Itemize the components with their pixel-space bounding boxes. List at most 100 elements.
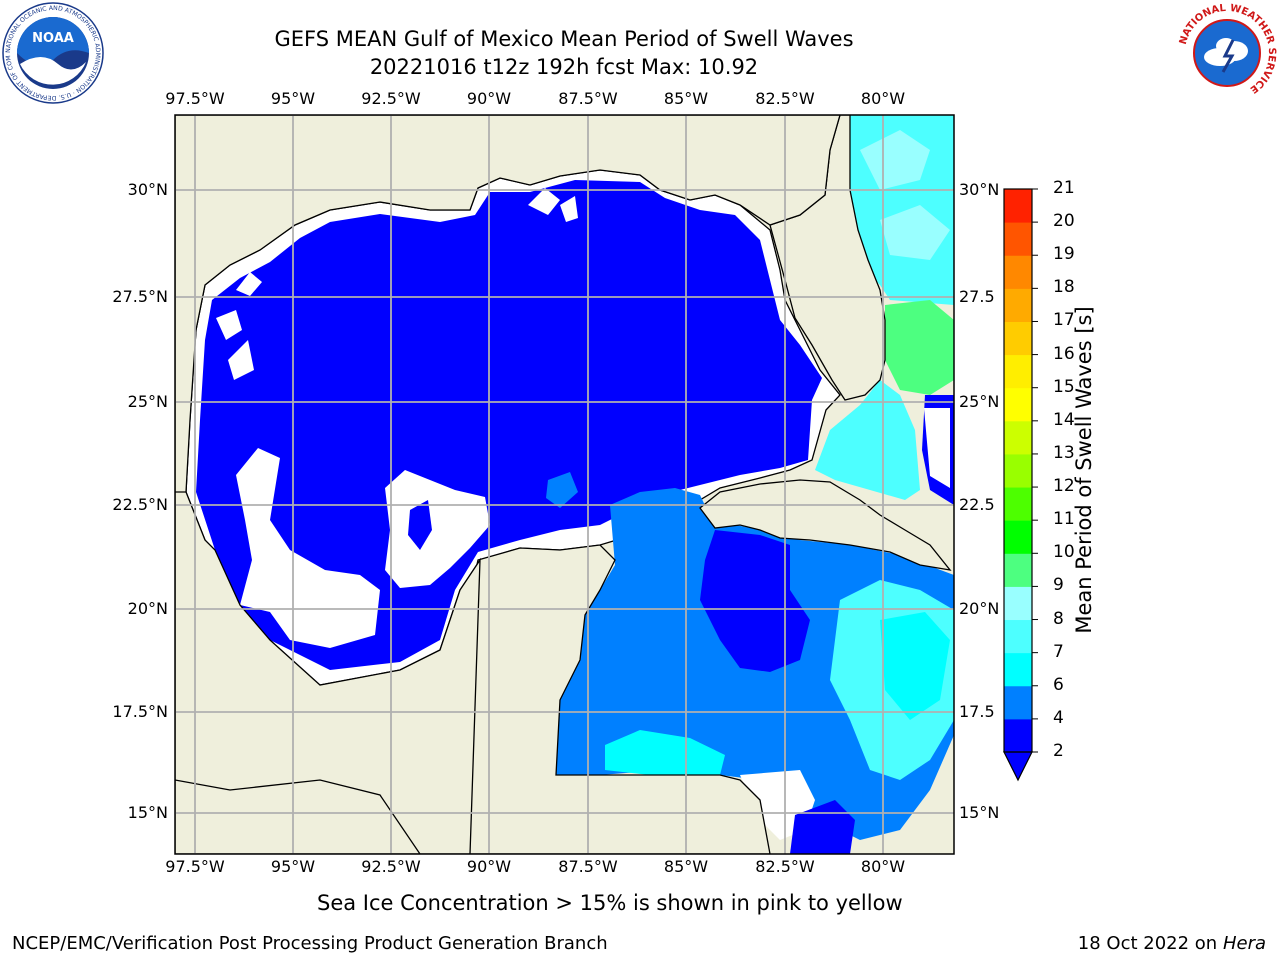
lon-label-top: 87.5°W: [558, 89, 618, 108]
lat-label-left: 17.5°N: [112, 702, 168, 721]
lat-label-right: 27.5: [959, 287, 995, 306]
lon-label-top: 80°W: [860, 89, 906, 108]
colorbar-tick-label: 17: [1053, 310, 1075, 331]
graticule: [175, 115, 954, 854]
gulf-hole-north: [528, 188, 578, 222]
colorbar-tick-label: 4: [1053, 707, 1064, 728]
lon-label-bottom: 87.5°W: [558, 857, 618, 876]
colorbar-tick-label: 9: [1053, 575, 1064, 596]
colorbar-cell: [1004, 487, 1032, 521]
footer-machine: Hera: [1222, 933, 1266, 954]
colorbar-frame: [1003, 188, 1033, 753]
colorbar-cell: [1004, 321, 1032, 356]
lon-label-bottom: 92.5°W: [361, 857, 421, 876]
us-gulf-coast: [175, 115, 841, 493]
colorbar-tick-label: 16: [1053, 343, 1075, 364]
lon-label-bottom: 97.5°W: [165, 857, 225, 876]
colorbar-tick-label: 6: [1053, 674, 1064, 695]
bahamas-white: [924, 408, 950, 488]
colorbar-tick-label: 19: [1053, 244, 1075, 265]
colorbar-cell: [1004, 652, 1032, 687]
lon-label-bottom: 82.5°W: [755, 857, 815, 876]
lat-label-left: 20°N: [127, 599, 168, 618]
footer-credit: NCEP/EMC/Verification Post Processing Pr…: [12, 933, 608, 954]
colorbar-tick-label: 14: [1053, 409, 1075, 430]
colorbar-cell: [1004, 288, 1032, 322]
colorbar-label: Mean Period of Swell Waves [s]: [1072, 306, 1096, 634]
title-line-1: GEFS MEAN Gulf of Mexico Mean Period of …: [274, 27, 854, 51]
colorbar-cell: [1004, 520, 1032, 554]
colorbar-cell: [1004, 685, 1032, 720]
footer-date: 18 Oct 2022 on Hera: [1078, 933, 1266, 954]
lon-label-bottom: 85°W: [663, 857, 709, 876]
colorbar-extend-arrow: [1003, 751, 1033, 782]
footer-date-text: 18 Oct 2022 on: [1077, 933, 1223, 954]
lat-label-left: 25°N: [127, 392, 168, 411]
lon-label-bottom: 80°W: [860, 857, 906, 876]
colorbar-ticks: [1032, 188, 1038, 753]
colorbar-tick-label: 7: [1053, 641, 1064, 662]
colorbar-tick-label: 15: [1053, 376, 1075, 397]
colorbar-cell: [1004, 189, 1032, 223]
caribbean-cyan-south: [605, 730, 725, 775]
lat-label-right: 15°N: [959, 803, 1000, 822]
noaa-center-text: NOAA: [32, 31, 74, 46]
colorbar-tick-label: 11: [1053, 509, 1075, 530]
lon-label-top: 95°W: [270, 89, 316, 108]
lat-label-left: 30°N: [127, 180, 168, 199]
gulf-swell-2s: [196, 180, 822, 670]
colorbar-cell: [1004, 718, 1032, 753]
lon-label-bottom: 90°W: [466, 857, 512, 876]
lon-label-top: 82.5°W: [755, 89, 815, 108]
mexico-coast-west: [175, 115, 481, 854]
colorbar-cell: [1004, 420, 1032, 455]
lon-label-top: 97.5°W: [165, 89, 225, 108]
lat-label-left: 15°N: [127, 803, 168, 822]
colorbar-cell: [1004, 354, 1032, 389]
colorbar-tick-label: 20: [1053, 211, 1075, 232]
florida-straits-field: [815, 380, 920, 500]
colorbar-tick-label: 21: [1053, 178, 1075, 198]
lat-label-right: 22.5: [959, 495, 995, 514]
colorbar-cell: [1004, 222, 1032, 256]
colorbar-tick-label: 13: [1053, 442, 1075, 463]
lat-label-left: 27.5°N: [112, 287, 168, 306]
colorbar-tick-label: 2: [1053, 741, 1064, 761]
map-frame: [174, 114, 955, 855]
lat-label-left: 22.5°N: [112, 495, 168, 514]
cuba-land: [699, 479, 952, 571]
lon-label-top: 92.5°W: [361, 89, 421, 108]
colorbar-cell: [1004, 387, 1032, 422]
colorbar-cells: [1004, 189, 1032, 753]
lon-label-top: 85°W: [663, 89, 709, 108]
gulf-hole-central: [385, 470, 490, 588]
lon-label-bottom: 95°W: [270, 857, 316, 876]
colorbar-cell: [1004, 553, 1032, 587]
lat-label-right: 25°N: [959, 392, 1000, 411]
caribbean-cyan-core: [880, 612, 950, 720]
colorbar-cell: [1004, 255, 1032, 289]
noaa-logo: NATIONAL OCEANIC AND ATMOSPHERIC ADMINIS…: [2, 2, 104, 104]
colorbar-tick-label: 12: [1053, 476, 1075, 497]
colorbar-tick-label: 10: [1053, 542, 1075, 563]
lat-label-right: 20°N: [959, 599, 1000, 618]
lat-label-right: 30°N: [959, 180, 1000, 199]
lat-label-right: 17.5: [959, 702, 995, 721]
nws-logo: NATIONAL WEATHER SERVICE: [1178, 3, 1277, 102]
colorbar-cell: [1004, 453, 1032, 488]
title-line-2: 20221016 t12z 192h fcst Max: 10.92: [369, 55, 759, 79]
gulf-hole-nw: [216, 272, 262, 380]
gulf-hole-west: [236, 448, 380, 648]
sea-ice-note: Sea Ice Concentration > 15% is shown in …: [317, 891, 903, 915]
atlantic-green-patch: [885, 300, 954, 395]
lon-label-top: 90°W: [466, 89, 512, 108]
caribbean-swell-2s: [700, 530, 810, 672]
gulf-light-patch: [546, 472, 578, 508]
colorbar-tick-label: 8: [1053, 608, 1064, 629]
colorbar-cell: [1004, 619, 1032, 654]
colorbar-tick-label: 18: [1053, 277, 1075, 298]
colorbar-cell: [1004, 586, 1032, 621]
gulf-blue-island: [408, 500, 432, 550]
